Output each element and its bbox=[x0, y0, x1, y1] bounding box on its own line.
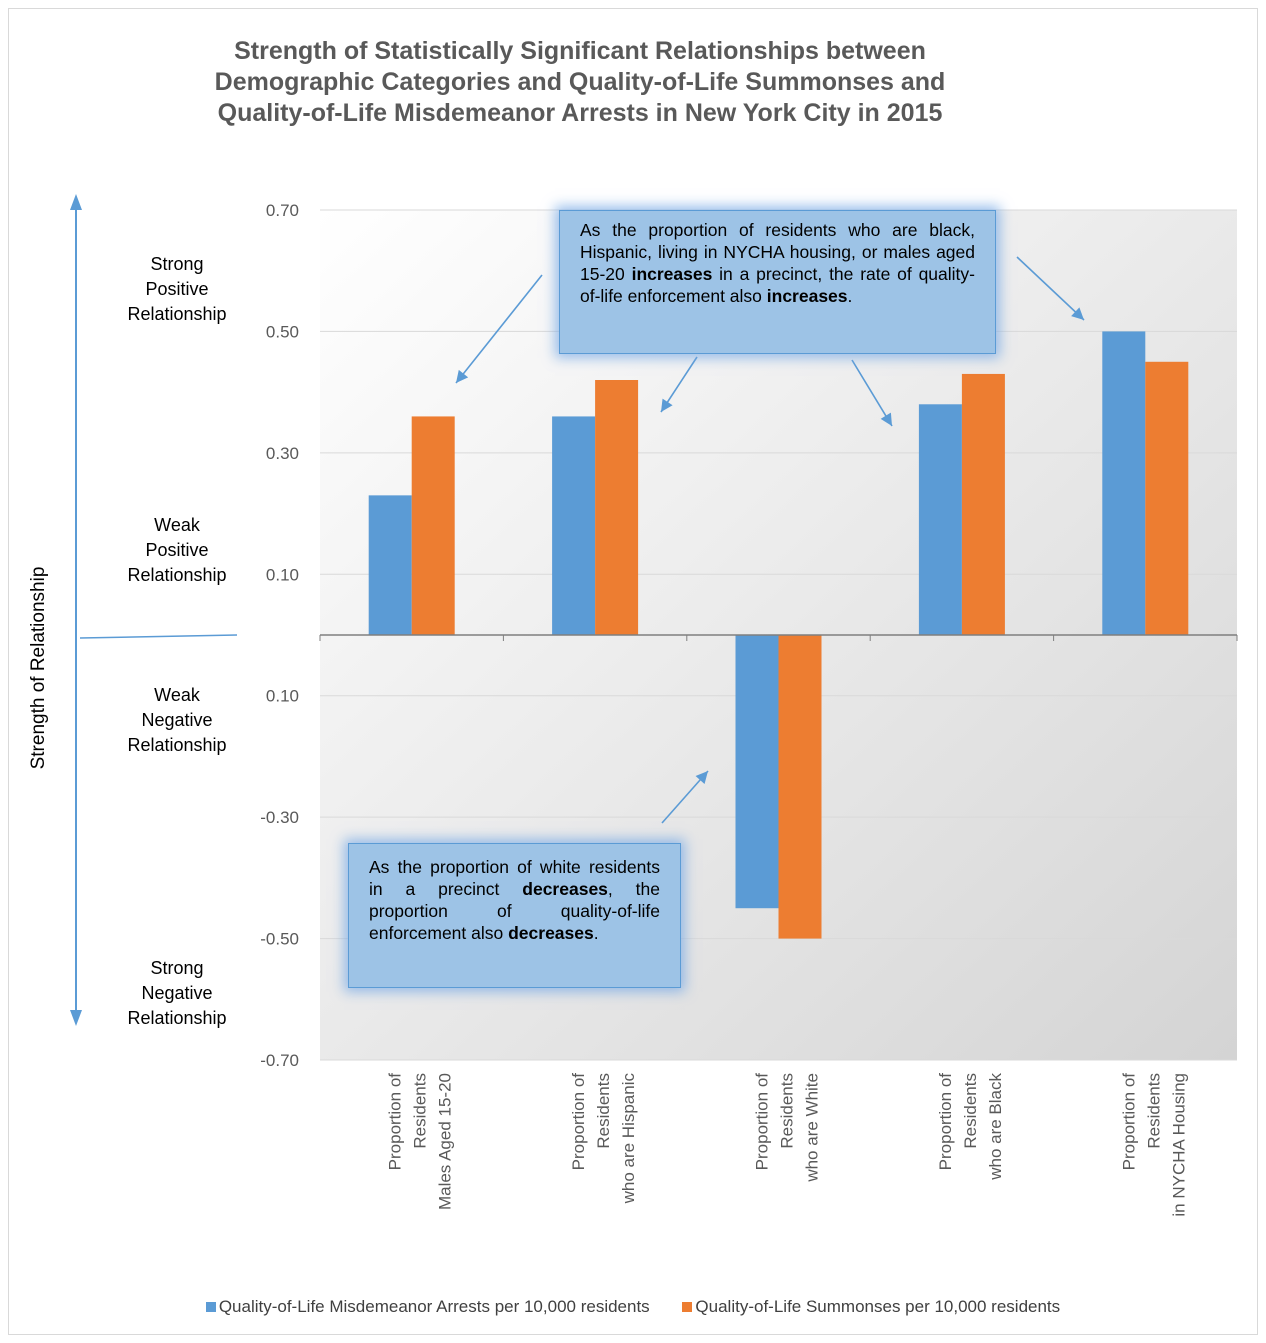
callout-arrow-head bbox=[661, 398, 673, 412]
legend-item-summonses: Quality-of-Life Summonses per 10,000 res… bbox=[682, 1297, 1060, 1317]
category-label: Proportion of Residents Males Aged 15-20 bbox=[386, 1073, 455, 1210]
zone-label-line: Relationship bbox=[127, 303, 227, 324]
negative-relationship-callout: As the proportion of white residents in … bbox=[348, 843, 681, 988]
category-label-line: in NYCHA Housing bbox=[1169, 1073, 1188, 1217]
bar-summonses bbox=[961, 373, 1005, 635]
category-label-line: Residents bbox=[594, 1073, 613, 1149]
zone-label-line: Relationship bbox=[127, 1008, 227, 1029]
y-tick-label: 0.10 bbox=[266, 565, 299, 584]
category-label-line: Residents bbox=[961, 1073, 980, 1149]
zone-label-line: Weak bbox=[154, 685, 200, 705]
chart-title: Strength of Statistically Significant Re… bbox=[0, 36, 1160, 129]
zone-label: Weak Negative Relationship bbox=[102, 683, 252, 758]
callout-text: As the proportion of white residents in … bbox=[369, 857, 660, 899]
legend-item-arrests: Quality-of-Life Misdemeanor Arrests per … bbox=[205, 1297, 650, 1317]
zone-label: Weak Positive Relationship bbox=[102, 513, 252, 588]
category-label: Proportion of Residents who are Black bbox=[936, 1073, 1005, 1181]
bar-arrests bbox=[735, 635, 779, 909]
category-label-line: Residents bbox=[1144, 1073, 1163, 1149]
callout-text: , the proportion of quality-of-life enfo… bbox=[369, 879, 660, 943]
side-axis-arrow-down-head bbox=[70, 1010, 82, 1026]
callout-text: . bbox=[593, 923, 599, 943]
y-tick-label: 0.50 bbox=[266, 322, 299, 341]
category-label: Proportion of Residents in NYCHA Housing bbox=[1119, 1073, 1188, 1217]
zone-label-line: Positive bbox=[145, 278, 209, 299]
legend-label-summonses: Quality-of-Life Summonses per 10,000 res… bbox=[695, 1297, 1061, 1316]
callout-arrow-head bbox=[456, 369, 469, 383]
chart-frame bbox=[8, 8, 1258, 1335]
chart-title-line-1: Strength of Statistically Significant Re… bbox=[234, 37, 926, 65]
callout-text: . bbox=[847, 286, 853, 306]
callout-arrow-head bbox=[1071, 307, 1084, 320]
category-label: Proportion of Residents who are White bbox=[753, 1073, 822, 1183]
zone-label: Strong Negative Relationship bbox=[102, 956, 252, 1031]
legend-label-arrests: Quality-of-Life Misdemeanor Arrests per … bbox=[218, 1297, 650, 1316]
category-label-line: Males Aged 15-20 bbox=[436, 1073, 455, 1210]
bar-arrests bbox=[1102, 331, 1146, 635]
callout-arrow-head bbox=[880, 412, 892, 426]
category-label-line: Proportion of bbox=[386, 1073, 405, 1171]
y-tick-label: -0.30 bbox=[260, 808, 299, 827]
zone-label-line: Negative bbox=[141, 983, 213, 1004]
side-axis-arrow-up-head bbox=[70, 194, 82, 210]
callout-bold-text: decreases bbox=[508, 923, 594, 943]
bar-arrests bbox=[552, 416, 596, 635]
callout-bold-text: decreases bbox=[522, 879, 608, 899]
category-label-line: Residents bbox=[411, 1073, 430, 1149]
callout-bold-text: increases bbox=[631, 264, 713, 284]
zone-label-line: Negative bbox=[141, 710, 213, 730]
category-label-line: who are Hispanic bbox=[619, 1073, 638, 1205]
zone-label: Strong Positive Relationship bbox=[102, 252, 252, 327]
zone-label-line: Relationship bbox=[127, 735, 227, 755]
side-axis-label: Strength of Relationship bbox=[28, 566, 49, 770]
callout-arrow-line bbox=[1016, 256, 1085, 321]
chart-title-line-3: Quality-of-Life Misdemeanor Arrests in N… bbox=[217, 99, 943, 127]
y-tick-label: -0.50 bbox=[260, 930, 299, 949]
category-label-line: Proportion of bbox=[1119, 1073, 1138, 1171]
callout-arrow-line bbox=[851, 359, 893, 427]
callout-bold-text: increases bbox=[766, 286, 848, 306]
callout-text: in a precinct, the rate of quality-of-li… bbox=[580, 264, 975, 306]
y-tick-label: 0.70 bbox=[266, 201, 299, 220]
bar-summonses bbox=[595, 380, 639, 635]
bar-arrests bbox=[368, 495, 412, 635]
zone-label-line: Positive bbox=[145, 540, 209, 560]
y-tick-label: -0.70 bbox=[260, 1051, 299, 1070]
bar-summonses bbox=[778, 635, 822, 939]
y-tick-label: 0.10 bbox=[266, 687, 299, 706]
chart-title-line-2: Demographic Categories and Quality-of-Li… bbox=[214, 68, 946, 96]
category-label-line: Proportion of bbox=[569, 1073, 588, 1171]
category-label-line: Proportion of bbox=[936, 1073, 955, 1171]
zero-divider-line bbox=[79, 634, 238, 639]
callout-text: As the proportion of residents who are b… bbox=[580, 220, 975, 284]
y-tick-label: 0.30 bbox=[266, 444, 299, 463]
category-label-line: Residents bbox=[778, 1073, 797, 1149]
legend-swatch-summonses bbox=[682, 1302, 693, 1312]
category-label-line: Proportion of bbox=[753, 1073, 772, 1171]
category-label-line: who are White bbox=[803, 1073, 822, 1183]
bar-arrests bbox=[918, 404, 962, 635]
bar-summonses bbox=[1145, 361, 1189, 635]
callout-arrow-head bbox=[695, 771, 708, 784]
category-label: Proportion of Residents who are Hispanic bbox=[569, 1073, 638, 1205]
callout-arrow-line bbox=[455, 274, 543, 384]
zone-label-line: Strong bbox=[150, 958, 204, 979]
chart-legend: Quality-of-Life Misdemeanor Arrests per … bbox=[0, 1297, 1266, 1317]
bar-summonses bbox=[411, 416, 455, 635]
zone-label-line: Strong bbox=[150, 253, 204, 274]
zone-label-line: Relationship bbox=[127, 565, 227, 585]
category-label-line: who are Black bbox=[986, 1073, 1005, 1181]
legend-swatch-arrests bbox=[205, 1302, 216, 1312]
zone-label-line: Weak bbox=[154, 515, 200, 535]
positive-relationship-callout: As the proportion of residents who are b… bbox=[559, 210, 996, 354]
